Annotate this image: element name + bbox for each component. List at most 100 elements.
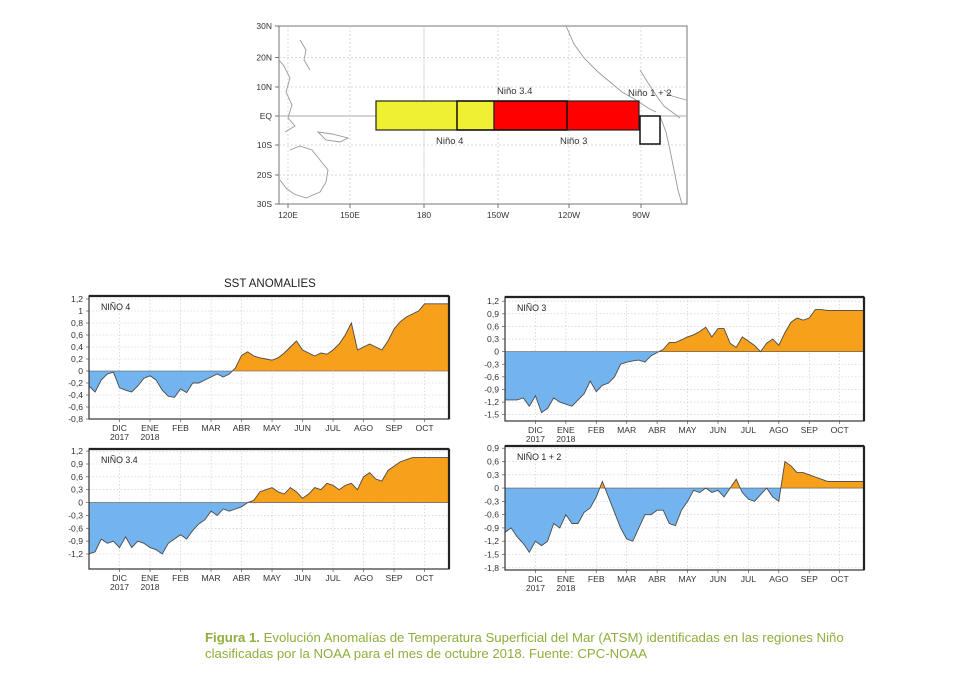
x-tick-label: FEB: [172, 423, 189, 433]
longitude-labels: 120E 150E 180 150W 120W 90W: [278, 210, 650, 220]
y-tick-label: -0,9: [484, 384, 499, 394]
x-year-label: 2018: [140, 432, 159, 442]
x-tick-label: ENE: [557, 574, 575, 584]
anomaly-series-line: [88, 303, 449, 398]
map-lat-label: 30S: [257, 199, 272, 209]
y-tick-label: -0,9: [484, 523, 499, 533]
map-lat-label: 10N: [256, 82, 272, 92]
central-america-coast: [639, 69, 681, 119]
latitude-labels: 30N 20N 10N EQ 10S 20S 30S: [256, 21, 272, 209]
y-tick-label: -0,3: [484, 496, 499, 506]
x-tick-label: JUL: [741, 425, 757, 435]
negative-anomaly-area: [505, 488, 781, 553]
map-lon-label: 120W: [558, 210, 580, 220]
anomaly-series-line: [505, 309, 864, 414]
x-tick-label: OCT: [416, 573, 435, 583]
chart-nino-4: 1,2 1 0,8 0,6 0,4 0,2 0 -0,2 -0,4 -0,6 -0,8 DIC ENE F…: [68, 294, 451, 442]
x-tick-label: FEB: [172, 573, 189, 583]
map-lat-label: 20N: [256, 53, 272, 63]
positive-anomaly-area: [505, 461, 864, 489]
region-nino-3-4: [456, 100, 568, 131]
x-tick-label: MAR: [617, 574, 636, 584]
chart-region-label: NIÑO 3.4: [101, 455, 138, 465]
y-tick-label: 1,2: [71, 446, 83, 456]
x-tick-label: OCT: [831, 574, 850, 584]
x-tick-label: JUL: [325, 423, 341, 433]
y-tick-label: -0,8: [68, 414, 83, 424]
x-tick-label: SEP: [801, 425, 818, 435]
chart-gridlines: [89, 296, 449, 420]
y-tick-label: 0,9: [71, 459, 83, 469]
x-tick-label: OCT: [831, 425, 850, 435]
y-tick-label: 0: [494, 347, 499, 357]
sst-anomalies-title: SST ANOMALIES: [224, 278, 316, 290]
chart-nino-3: 1,2 0,9 0,6 0,3 0 -0,3 -0,6 -0,9 -1,2 -1,5 DIC ENE F…: [484, 295, 866, 444]
x-tick-label: JUN: [710, 425, 727, 435]
y-tick-label: -0,2: [68, 378, 83, 388]
x-tick-label: DIC: [112, 573, 127, 583]
x-tick-label: FEB: [588, 574, 605, 584]
x-tick-label: ABR: [233, 573, 251, 583]
north-america-coast: [565, 25, 657, 113]
y-tick-label: -1,2: [484, 536, 499, 546]
x-tick-label: MAY: [263, 573, 281, 583]
map-lon-label: 180: [417, 210, 431, 220]
x-year-label: 2017: [110, 432, 129, 442]
map-lon-label: 90W: [632, 210, 649, 220]
region-nino-4: [375, 100, 495, 131]
region-nino-1-2: [639, 115, 661, 145]
chart-region-label: NIÑO 1 + 2: [517, 452, 561, 462]
y-tick-label: 0,6: [71, 330, 83, 340]
x-year-label: 2017: [526, 434, 545, 444]
map-lon-label: 150E: [340, 210, 360, 220]
map-lon-label: 120E: [278, 210, 298, 220]
region-label-nino-4: Niño 4: [436, 136, 463, 147]
x-tick-label: OCT: [416, 423, 435, 433]
y-tick-label: -0,6: [68, 523, 83, 533]
continents: [278, 25, 687, 205]
positive-anomaly-area: [89, 303, 449, 371]
x-tick-label: AGO: [354, 423, 373, 433]
y-tick-label: 0: [78, 498, 83, 508]
chart-nino-3-4: 1,2 0,9 0,6 0,3 0 -0,3 -0,6 -0,9 -1,2 DIC ENE FEB MA…: [68, 446, 451, 592]
region-label-nino-3-4: Niño 3.4: [497, 86, 532, 97]
y-tick-label: -0,6: [484, 372, 499, 382]
x-tick-label: JUN: [710, 574, 727, 584]
y-tick-label: 0,9: [487, 309, 499, 319]
x-tick-label: SEP: [385, 423, 402, 433]
x-tick-label: JUL: [741, 574, 757, 584]
x-tick-label: JUN: [294, 573, 311, 583]
x-tick-label: ABR: [233, 423, 251, 433]
y-tick-label: 0,8: [71, 318, 83, 328]
y-tick-label: -0,6: [484, 510, 499, 520]
south-america-coast: [659, 115, 683, 205]
y-tick-label: 0,6: [487, 457, 499, 467]
x-tick-label: MAR: [201, 423, 220, 433]
x-year-label: 2018: [556, 434, 575, 444]
negative-anomaly-area: [89, 502, 248, 554]
map-lat-label: EQ: [260, 111, 273, 121]
y-tick-label: -0,4: [68, 390, 83, 400]
x-tick-label: DIC: [528, 425, 543, 435]
x-year-label: 2018: [140, 582, 159, 592]
x-tick-label: AGO: [769, 425, 788, 435]
y-tick-label: 1,2: [71, 294, 83, 304]
japan-coast: [299, 39, 311, 71]
x-year-label: 2017: [526, 583, 545, 593]
y-tick-label: 0,6: [487, 321, 499, 331]
x-tick-label: MAY: [679, 425, 697, 435]
x-tick-label: ABR: [648, 574, 666, 584]
negative-anomaly-area: [505, 351, 659, 413]
y-tick-label: 0,6: [71, 472, 83, 482]
y-tick-label: 0,9: [487, 443, 499, 453]
asia-coast: [278, 59, 296, 133]
y-tick-label: -0,3: [68, 510, 83, 520]
map-lat-label: 10S: [257, 140, 272, 150]
anomaly-series-line: [504, 460, 864, 554]
x-tick-label: DIC: [112, 423, 127, 433]
y-tick-label: 0,4: [71, 342, 83, 352]
region-label-nino-1-2: Niño 1 + 2: [628, 88, 672, 99]
positive-anomaly-area: [89, 457, 449, 503]
x-tick-label: FEB: [588, 425, 605, 435]
